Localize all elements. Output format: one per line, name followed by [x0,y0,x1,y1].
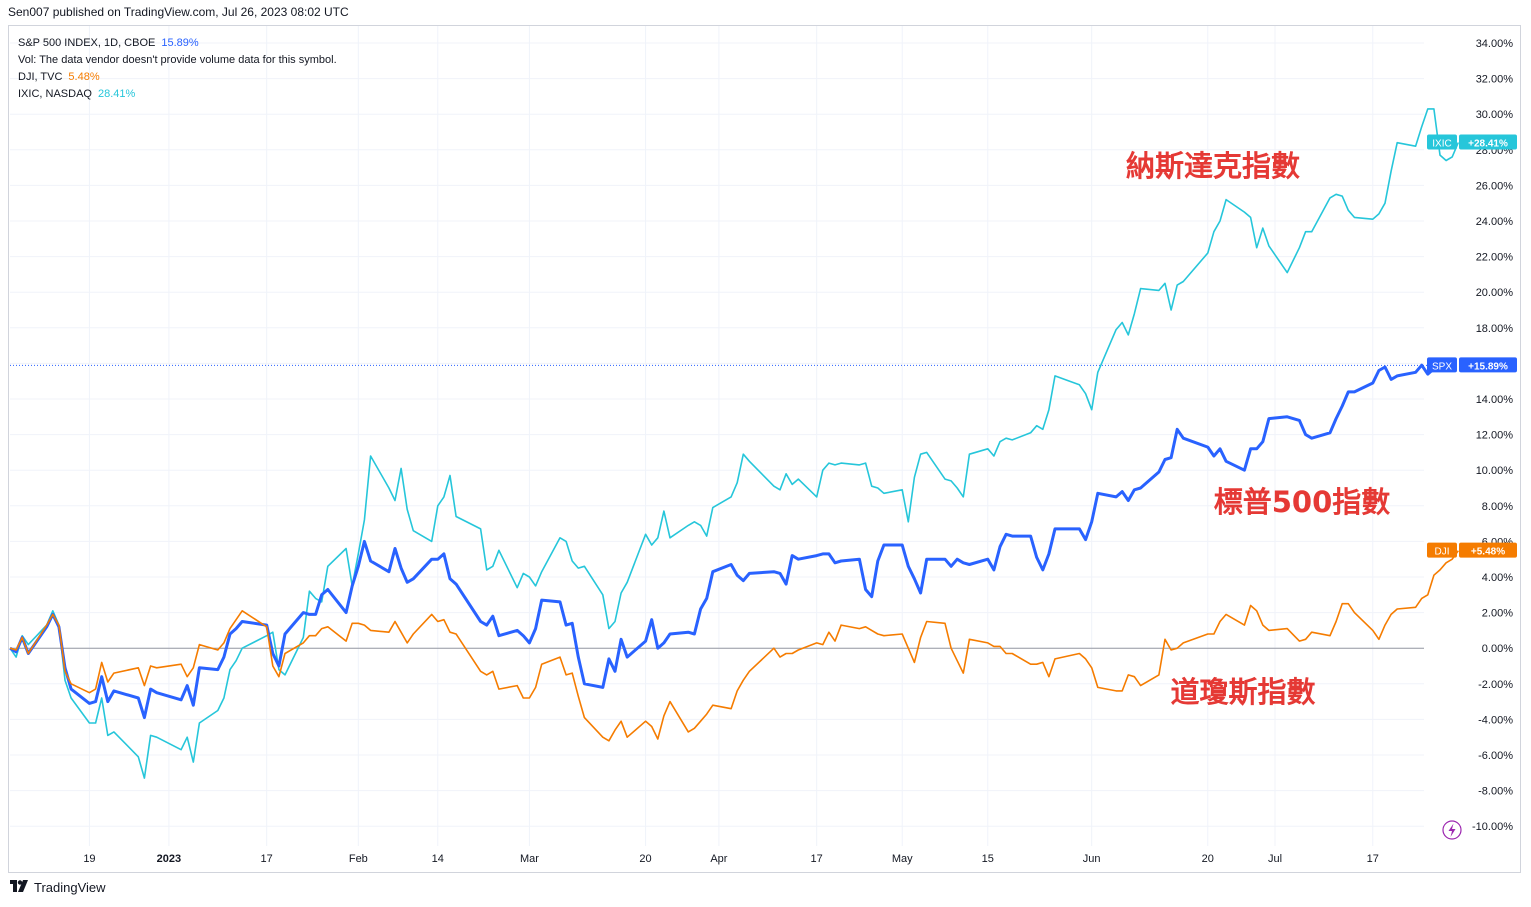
tradingview-logo-icon[interactable] [10,880,30,895]
legend-spx-label: S&P 500 INDEX, 1D, CBOE [18,37,156,49]
y-tick-label: 14.00% [1476,394,1514,406]
price-label-value: +15.89% [1468,361,1508,372]
footer: TradingView [10,880,106,895]
x-tick-label: 20 [1202,853,1214,865]
x-tick-label: 20 [639,853,651,865]
price-label-symbol-box [1427,542,1457,558]
legend-dji[interactable]: DJI, TVC 5.48% [18,69,337,86]
y-tick-label: 30.00% [1476,109,1514,121]
legend-vol-label: Vol: The data vendor doesn't provide vol… [18,54,337,66]
y-tick-label: 24.00% [1476,216,1514,228]
zero-line [10,364,1433,649]
legend-spx-value: 15.89% [161,37,199,49]
x-tick-label: 15 [982,853,994,865]
y-tick-label: 18.00% [1476,323,1514,335]
y-tick-label: 32.00% [1476,74,1514,86]
price-label-spx[interactable]: SPX +15.89% [1427,357,1517,373]
price-label-value-box [1459,134,1517,150]
price-labels: IXIC +28.41% SPX +15.89% DJI +5.48% 納斯達克指數標普50… [1126,134,1517,709]
series-lines [9,108,1460,779]
x-tick-label: May [892,853,913,865]
footer-brand[interactable]: TradingView [34,880,106,895]
price-label-symbol-box [1427,134,1457,150]
series-dji-line[interactable] [9,550,1459,742]
price-label-ixic[interactable]: IXIC +28.41% [1427,134,1517,150]
annotation-sp500: 標普500指數 [1214,485,1391,519]
y-tick-label: 4.00% [1482,572,1513,584]
y-tick-label: 22.00% [1476,252,1514,264]
x-tick-label: Feb [349,853,368,865]
series-spx-line[interactable] [9,363,1441,720]
price-label-symbol-box [1427,357,1457,373]
x-tick-label: Apr [710,853,727,865]
y-tick-label: 26.00% [1476,180,1514,192]
x-tick-label: Jul [1268,853,1282,865]
x-tick-label: 17 [811,853,823,865]
chart-frame [8,25,1521,873]
price-label-value: +5.48% [1471,547,1505,558]
legend-ixic-label: IXIC, NASDAQ [18,88,92,100]
x-tick-label: 19 [83,853,95,865]
y-axis: 34.00%32.00%30.00%28.00%26.00%24.00%22.0… [1472,38,1513,833]
legend-ixic-value: 28.41% [97,88,136,100]
legend-ixic[interactable]: IXIC, NASDAQ 28.41% [18,86,337,103]
price-label-value: +28.41% [1468,139,1508,150]
price-label-value-box [1459,542,1517,558]
y-tick-label: -6.00% [1478,750,1513,762]
x-tick-label: 17 [261,853,273,865]
y-tick-label: 12.00% [1476,430,1514,442]
y-tick-label: 10.00% [1476,465,1514,477]
price-label-symbol: DJI [1435,547,1450,558]
bolt-icon[interactable] [1442,820,1462,840]
x-tick-label: 17 [1367,853,1379,865]
price-label-symbol: IXIC [1432,139,1451,150]
x-tick-label: 14 [432,853,444,865]
x-axis: 19 2023 17 Feb 14 Mar 20 Apr 17 May 15 Jun 20 Jul 17 [83,853,1379,865]
y-tick-label: -8.00% [1478,786,1513,798]
chart-legend: S&P 500 INDEX, 1D, CBOE 15.89% Vol: The d… [18,35,337,103]
legend-dji-value: 5.48% [68,71,100,83]
y-tick-label: -4.00% [1478,714,1513,726]
y-tick-label: 8.00% [1482,501,1513,513]
published-caption: Sen007 published on TradingView.com, Jul… [8,5,349,19]
x-tick-label: 2023 [157,853,181,865]
annotation-dow: 道瓊斯指數 [1170,675,1315,709]
y-tick-label: -2.00% [1478,679,1513,691]
y-tick-label: -10.00% [1472,821,1513,833]
legend-vol[interactable]: Vol: The data vendor doesn't provide vol… [18,52,337,69]
y-tick-label: 2.00% [1482,608,1513,620]
price-label-value-box [1459,357,1517,373]
price-label-symbol: SPX [1432,361,1452,372]
annotation-nasdaq: 納斯達克指數 [1126,149,1300,183]
legend-dji-label: DJI, TVC [18,71,63,83]
price-label-dji[interactable]: DJI +5.48% [1427,542,1517,558]
y-tick-label: 20.00% [1476,287,1514,299]
x-tick-label: Mar [520,853,539,865]
y-tick-label: 0.00% [1482,643,1513,655]
legend-spx[interactable]: S&P 500 INDEX, 1D, CBOE 15.89% [18,35,337,52]
grid-lines [10,26,1424,846]
y-tick-label: 34.00% [1476,38,1514,50]
x-tick-label: Jun [1083,853,1101,865]
